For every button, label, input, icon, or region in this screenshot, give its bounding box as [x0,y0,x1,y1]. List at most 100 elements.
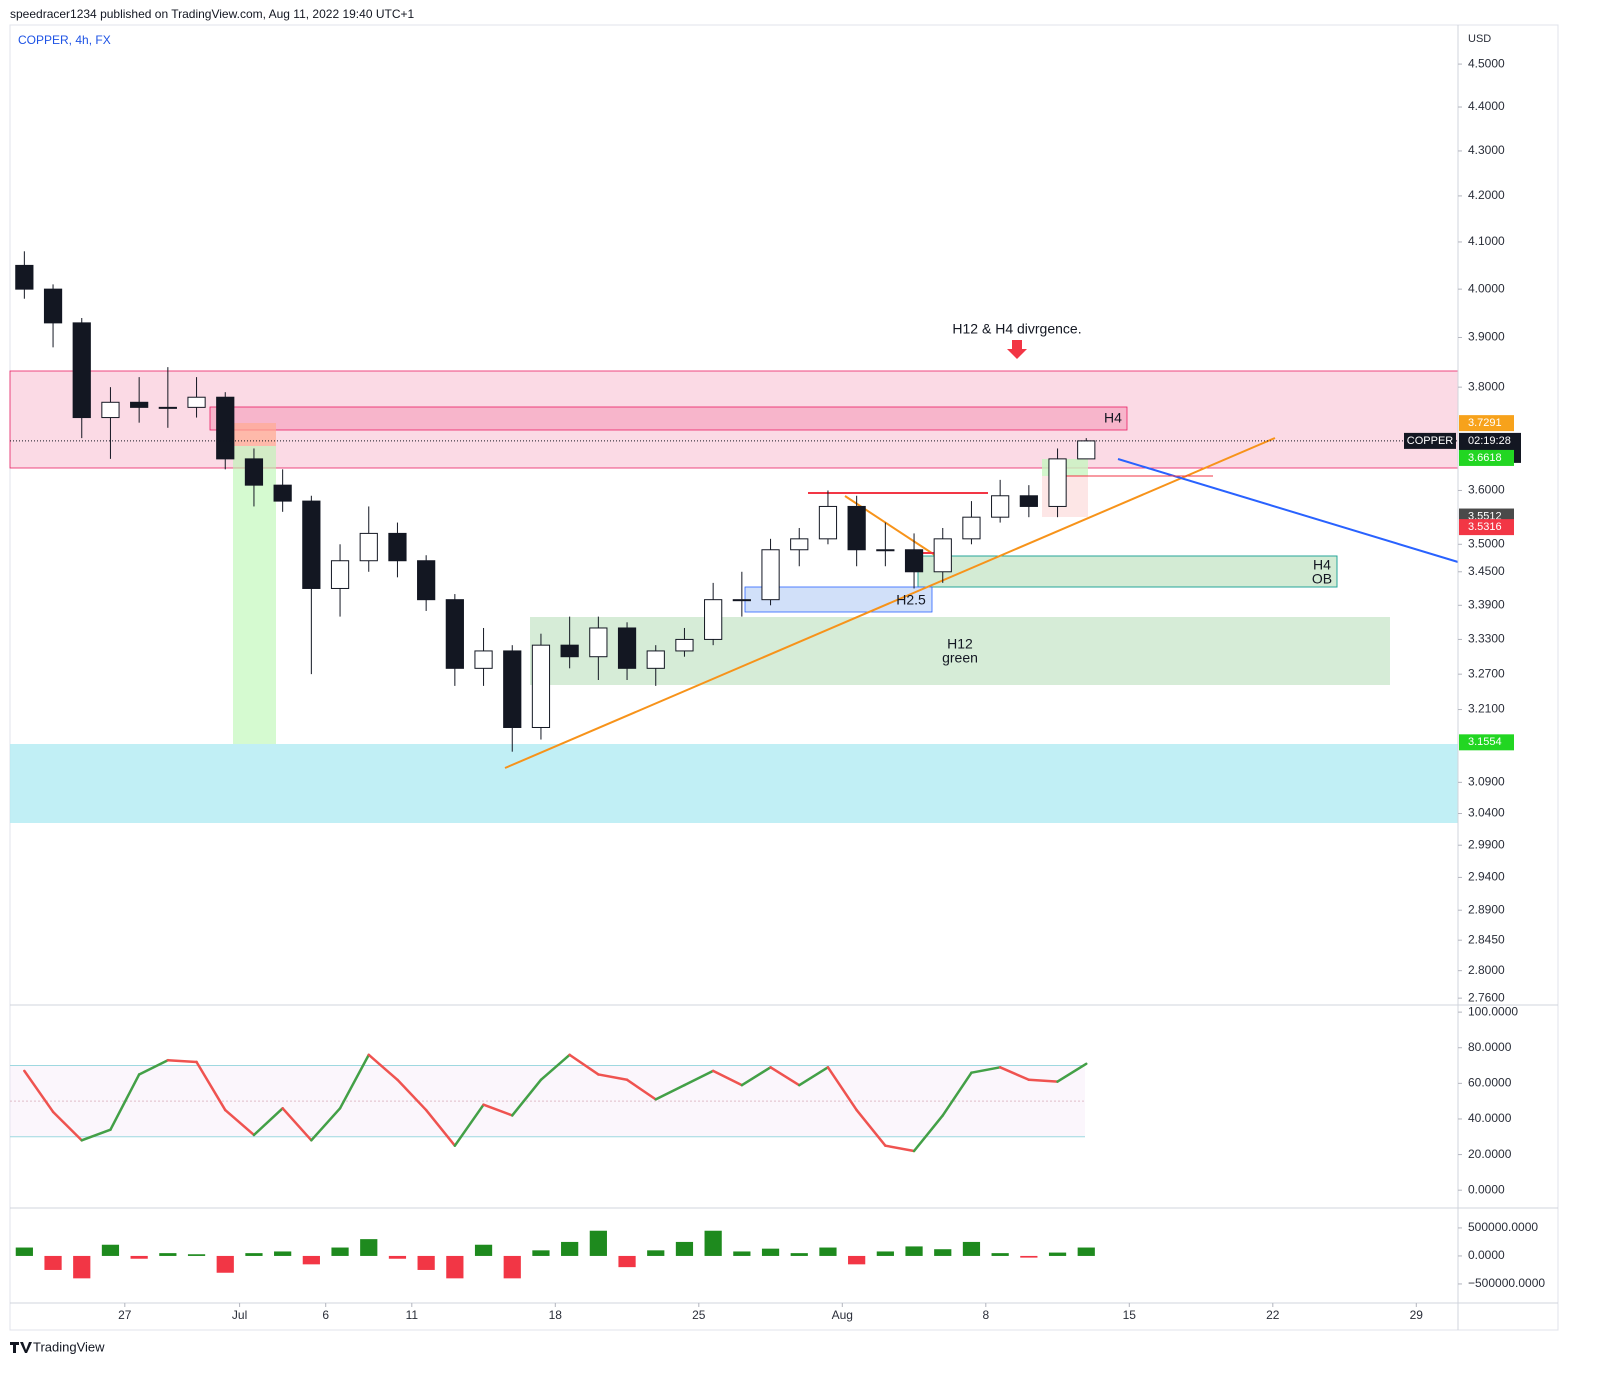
oscillator-line [711,1069,744,1087]
y-tick-label: 3.5000 [1468,536,1505,550]
oscillator-line [912,1114,944,1153]
histogram-bar [532,1250,550,1256]
histogram-bar [302,1255,320,1265]
histogram-bar [934,1249,952,1256]
h4-ob-zone [917,555,1338,588]
candle-body [130,401,149,408]
histogram-bar [101,1244,120,1256]
x-tick-label: 22 [1266,1308,1280,1322]
y-tick-label: 4.1000 [1468,234,1505,248]
y-tick-label: 4.0000 [1468,281,1505,295]
h12-zone [530,617,1390,685]
y-tick-label: 2.8900 [1468,902,1505,916]
price-label: 3.1554 [1468,736,1502,748]
oscillator-line [941,1071,973,1117]
candle-body [474,650,493,669]
candle-body [216,396,235,460]
y-tick-label: 3.3900 [1468,597,1505,611]
candle-body [244,458,264,486]
histogram-bar [388,1255,407,1259]
oscillator-line [998,1066,1031,1082]
y-tick-label: 4.4000 [1468,99,1505,113]
x-tick-label: 18 [549,1308,563,1322]
y-tick-label: −500000.0000 [1468,1276,1545,1290]
histogram-bar [962,1241,981,1256]
candle-body [732,599,751,602]
price-badge [1459,734,1514,751]
oscillator-line [281,1107,313,1142]
oscillator-line [826,1066,858,1112]
histogram-bar [848,1255,866,1265]
y-tick-label: 3.2100 [1468,702,1505,716]
histogram-bar [130,1255,148,1259]
symbol-label: COPPER [1407,435,1454,447]
candle-body [15,264,34,290]
oscillator-line [625,1078,657,1101]
footer: TradingView [33,1339,105,1354]
histogram-bar [1020,1255,1038,1258]
x-tick-label: 15 [1123,1308,1137,1322]
oscillator-line [23,1069,55,1114]
y-tick-label: 3.8000 [1468,379,1505,393]
histogram-bar [647,1250,665,1256]
candle-body [531,644,551,728]
price-label: 3.7291 [1468,417,1502,429]
oscillator-line [252,1107,284,1137]
oscillator-line [195,1060,227,1112]
candle-body [589,627,608,658]
oscillator-line [855,1108,887,1147]
histogram-bar [216,1255,234,1273]
x-tick-label: 25 [692,1308,706,1322]
y-tick-label: 100.0000 [1468,1004,1518,1018]
oscillator-line [1056,1062,1088,1083]
histogram-bar [15,1247,33,1256]
candle-body [933,538,952,573]
oscillator-line [224,1108,256,1137]
annotation: H4 [1104,410,1122,426]
histogram-bar [618,1255,636,1268]
symbol-badge [1404,432,1456,449]
candle-body [417,560,436,601]
candle-body [187,396,206,408]
histogram-bar [675,1241,694,1256]
candle-body [560,644,579,658]
histogram-bar [474,1244,493,1256]
y-tick-label: 2.7600 [1468,990,1505,1004]
y-tick-label: 4.3000 [1468,143,1505,157]
oscillator-line [166,1058,198,1064]
annotation: H2.5 [896,592,926,608]
histogram-bar [991,1253,1009,1256]
y-tick-label: 0.0000 [1468,1182,1505,1196]
y-tick-label: 2.8000 [1468,963,1505,977]
oscillator-line [740,1066,772,1087]
trend-line [504,437,1276,769]
candle-body [273,484,292,502]
candle-body [330,560,350,589]
histogram-bar [876,1251,894,1256]
y-tick-label: 4.5000 [1468,56,1505,70]
y-tick-label: 2.9400 [1468,870,1505,884]
oscillator-line [1027,1078,1059,1083]
histogram-bar [187,1254,206,1256]
currency: USD [1468,33,1491,45]
candle-body [43,288,63,324]
logo [10,1342,32,1353]
candle-body [1048,458,1067,507]
price-label: 3.6618 [1468,452,1502,464]
candle-body [158,406,177,409]
candle-body [1077,440,1096,460]
oscillator-line [511,1078,543,1117]
histogram-bar [589,1230,607,1256]
candle-body [445,599,464,669]
oscillator-line [396,1078,428,1112]
y-tick-label: 4.2000 [1468,188,1505,202]
arrow [1007,340,1027,359]
h4-zone [209,406,1128,431]
candle-body [388,532,407,562]
candle-body [101,401,120,419]
oscillator-line [80,1128,112,1142]
candle-body [991,495,1010,518]
price-badge [1459,449,1514,466]
annotation: green [942,650,978,666]
